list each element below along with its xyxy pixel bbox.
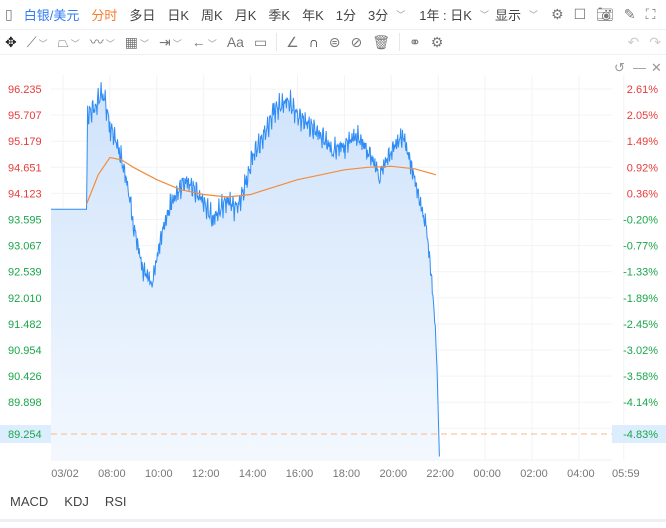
trash-icon[interactable]: 🗑︎ <box>372 33 391 50</box>
current-pct-tag <box>612 425 666 444</box>
y-tick-label: 95.179 <box>8 136 42 148</box>
indicator-kdj[interactable]: KDJ <box>64 494 89 509</box>
period-1[interactable]: 多日 <box>129 8 156 23</box>
current-pct-label: -4.83% <box>623 429 658 441</box>
period-4[interactable]: 月K <box>234 8 257 23</box>
panel-icon[interactable]: ▮ <box>660 6 666 23</box>
y-tick-label: 91.482 <box>8 319 42 331</box>
chevron-down-icon[interactable]: ﹀ <box>396 10 406 20</box>
arrow-icon[interactable]: ← ﹀ <box>191 34 217 50</box>
x-tick-label: 16:00 <box>286 468 314 480</box>
pct-tick-label: -1.89% <box>623 293 658 305</box>
period-0[interactable]: 分时 <box>91 8 118 23</box>
top-toolbar: ▯ 白银/美元 分时 多日 日K 周K 月K 季K 年K 1分 3分 ﹀ 1年 : 日K ﹀ 显… <box>0 0 666 30</box>
wave-icon[interactable]: 〰 ﹀ <box>89 34 115 50</box>
chevron-down-icon[interactable]: ﹀ <box>529 10 539 20</box>
y-tick-label: 90.426 <box>8 371 42 383</box>
period-5[interactable]: 季K <box>268 8 291 23</box>
divider <box>276 33 278 51</box>
pencil-icon[interactable]: ✎ <box>623 6 636 22</box>
price-area <box>51 82 440 460</box>
period-8[interactable]: 3分 <box>367 8 389 23</box>
close-icon[interactable]: ✕ <box>651 60 662 75</box>
hide-icon[interactable]: ⊘ <box>350 33 363 50</box>
y-tick-label: 96.235 <box>8 84 42 96</box>
indicator-macd[interactable]: MACD <box>10 494 49 509</box>
y-tick-label: 93.067 <box>8 241 42 253</box>
y-tick-label: 90.954 <box>8 345 42 357</box>
x-tick-label: 05:59 <box>612 468 640 480</box>
pct-tick-label: -3.02% <box>623 345 658 357</box>
lock-icon[interactable]: ⊜ <box>328 33 341 50</box>
pct-tick-label: -1.33% <box>623 267 658 279</box>
x-tick-label: 02:00 <box>520 468 548 480</box>
y-tick-label: 89.898 <box>8 397 42 409</box>
divider <box>0 519 666 522</box>
y-tick-label: 92.539 <box>8 267 42 279</box>
angle-icon[interactable]: ∠ <box>286 33 299 50</box>
reset-icon[interactable]: ↺ <box>614 60 625 75</box>
period-3[interactable]: 周K <box>201 8 223 23</box>
x-tick-label: 12:00 <box>192 468 220 480</box>
current-price-label: 89.254 <box>8 429 42 441</box>
magnet-icon[interactable]: ∩ <box>308 34 319 50</box>
period-6[interactable]: 年K <box>302 8 324 23</box>
pct-tick-label: -3.58% <box>623 371 658 383</box>
minimize-icon[interactable]: — <box>633 60 646 75</box>
camera-icon[interactable]: 📷︎ <box>596 6 614 22</box>
y-tick-label: 92.010 <box>8 293 42 305</box>
symbol-selector[interactable]: 白银/美元 <box>23 8 80 23</box>
pct-tick-label: 0.36% <box>627 188 658 200</box>
price-chart[interactable]: 03/02 08:00 10:00 12:00 14:00 16:00 18:00 20:00… <box>0 56 666 486</box>
chevron-down-icon[interactable]: ﹀ <box>479 10 489 20</box>
move-icon[interactable]: ✥ <box>5 33 17 50</box>
comment-icon[interactable]: ▭ <box>253 33 268 50</box>
compare-icon[interactable]: ⚭ <box>409 33 421 50</box>
settings-icon[interactable]: ⚙ <box>430 33 444 50</box>
average-line <box>85 156 437 205</box>
x-tick-label: 08:00 <box>98 468 126 480</box>
line-icon[interactable]: ⟋ ﹀ <box>26 33 48 50</box>
pct-tick-label: 0.92% <box>627 162 658 174</box>
current-price-tag <box>0 425 51 444</box>
text-icon[interactable]: Aa <box>226 34 244 50</box>
y-tick-label: 95.707 <box>8 110 42 122</box>
sidebar-toggle-icon[interactable]: ▯ <box>5 6 13 22</box>
pct-tick-label: -2.45% <box>623 319 658 331</box>
x-tick-label: 04:00 <box>567 468 595 480</box>
layout-icon[interactable]: ☐ <box>573 6 587 22</box>
indicator-tabs: MACD KDJ RSI <box>10 494 127 509</box>
y-tick-label: 94.123 <box>8 188 42 200</box>
settings-icon[interactable]: ⚙ <box>551 6 564 22</box>
period-7[interactable]: 1分 <box>335 8 356 23</box>
period-2[interactable]: 日K <box>167 8 190 23</box>
polyline-icon[interactable]: ⏢ ﹀ <box>57 33 80 50</box>
redo-icon[interactable]: ↷ <box>649 33 661 50</box>
x-tick-label: 14:00 <box>239 468 267 480</box>
x-tick-label: 03/02 <box>51 468 79 480</box>
divider <box>399 33 401 51</box>
pct-tick-label: -4.14% <box>623 397 658 409</box>
x-tick-label: 18:00 <box>333 468 361 480</box>
undo-icon[interactable]: ↶ <box>627 33 640 50</box>
x-tick-label: 10:00 <box>145 468 173 480</box>
indicator-rsi[interactable]: RSI <box>104 494 127 509</box>
x-tick-label: 00:00 <box>473 468 501 480</box>
x-tick-label: 20:00 <box>380 468 408 480</box>
measure-icon[interactable]: ⇥ ﹀ <box>159 33 182 50</box>
pct-tick-label: 1.49% <box>627 136 658 148</box>
price-line <box>51 82 440 457</box>
y-tick-label: 94.651 <box>8 162 42 174</box>
pct-tick-label: -0.20% <box>623 215 658 227</box>
display-menu[interactable]: 显示 <box>494 8 521 23</box>
y-tick-label: 93.595 <box>8 215 42 227</box>
pct-tick-label: -0.77% <box>623 241 658 253</box>
fullscreen-icon[interactable]: ⛶ <box>645 6 656 22</box>
fib-icon[interactable]: ▦ ﹀ <box>124 33 150 50</box>
pct-tick-label: 2.05% <box>627 110 658 122</box>
drawing-toolbar: ✥ ⟋ ﹀ ⏢ ﹀ 〰 ﹀ ▦ ﹀ ⇥ ﹀ ← ﹀ Aa ▭ ∠ ∩ ⊜ ⊘ 🗑︎ ⚭ ⚙ … <box>0 30 666 55</box>
range-selector[interactable]: 1年 : 日K <box>419 8 472 23</box>
x-tick-label: 22:00 <box>426 468 454 480</box>
pct-tick-label: 2.61% <box>627 84 658 96</box>
